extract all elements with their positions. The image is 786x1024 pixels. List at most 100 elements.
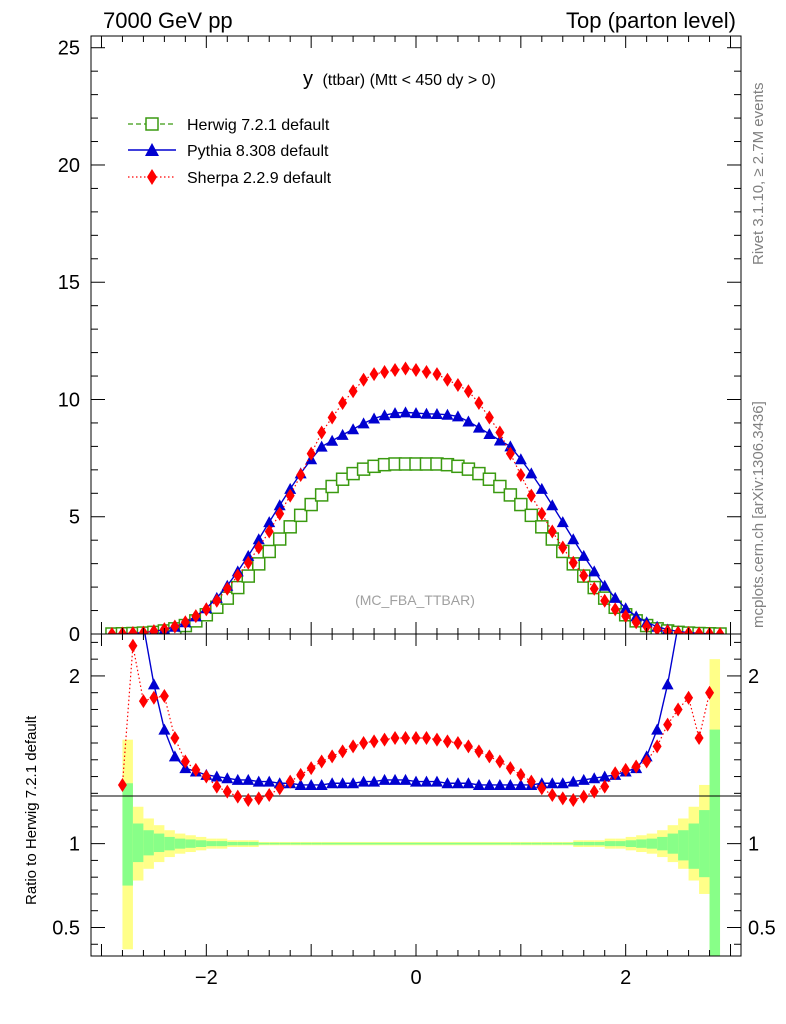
sherpa-ratio-marker bbox=[275, 781, 285, 796]
sherpa-main-marker bbox=[474, 396, 484, 411]
sherpa-ratio-marker bbox=[222, 784, 232, 799]
sherpa-main-marker bbox=[317, 425, 327, 440]
sherpa-main-marker bbox=[327, 410, 337, 425]
sherpa-main-marker bbox=[600, 593, 610, 608]
sherpa-main-marker bbox=[107, 627, 117, 634]
sherpa-ratio-marker bbox=[180, 754, 190, 769]
sherpa-ratio-marker bbox=[558, 791, 568, 806]
sherpa-ratio-marker bbox=[495, 754, 505, 769]
pythia-ratio-marker bbox=[651, 723, 664, 735]
band-green-bin bbox=[709, 729, 721, 956]
band-green-bin bbox=[258, 842, 270, 845]
sherpa-main-marker bbox=[421, 365, 431, 380]
pythia-main-marker bbox=[347, 423, 360, 435]
sherpa-main-marker bbox=[610, 602, 620, 617]
pythia-ratio-marker bbox=[315, 778, 328, 790]
sherpa-ratio-marker bbox=[526, 774, 536, 789]
pythia-main-marker bbox=[430, 408, 443, 420]
sherpa-ratio-marker bbox=[673, 702, 683, 717]
y-tick-label: 20 bbox=[58, 155, 80, 177]
sherpa-ratio-marker bbox=[201, 769, 211, 784]
sherpa-ratio-marker bbox=[568, 793, 578, 808]
pythia-ratio-marker bbox=[263, 775, 276, 787]
sherpa-main-marker bbox=[380, 365, 390, 380]
sherpa-main-marker bbox=[390, 362, 400, 377]
pythia-main-marker bbox=[326, 434, 339, 446]
herwig-main-marker bbox=[241, 569, 256, 583]
sherpa-main-marker bbox=[222, 581, 232, 596]
herwig-main-marker bbox=[503, 488, 518, 502]
sherpa-ratio-marker bbox=[159, 689, 169, 704]
pythia-ratio-marker bbox=[693, 569, 705, 580]
band-green-bin bbox=[143, 830, 154, 856]
band-green-bin bbox=[615, 841, 626, 847]
sherpa-main-marker bbox=[516, 468, 526, 483]
sherpa-ratio-marker bbox=[589, 784, 599, 799]
pythia-main-marker bbox=[252, 533, 265, 545]
pythia-main-marker bbox=[472, 421, 485, 433]
sherpa-main-marker bbox=[631, 615, 641, 630]
sherpa-main-marker bbox=[495, 425, 505, 440]
sherpa-main-marker bbox=[264, 524, 274, 539]
axis-ticks bbox=[91, 36, 741, 956]
pythia-main-marker bbox=[451, 410, 464, 422]
band-green-bin bbox=[279, 842, 291, 845]
sherpa-ratio-marker bbox=[484, 749, 494, 764]
sherpa-ratio-marker bbox=[442, 734, 452, 749]
sherpa-ratio-marker bbox=[694, 730, 704, 745]
pythia-ratio-marker bbox=[567, 775, 580, 787]
pythia-ratio-marker bbox=[451, 777, 464, 789]
band-green-bin bbox=[206, 841, 217, 847]
sherpa-main-marker bbox=[128, 626, 138, 634]
ratio-uncertainty-bands bbox=[122, 659, 721, 956]
sherpa-ratio-marker bbox=[191, 762, 201, 777]
header-right: Top (parton level) bbox=[566, 8, 736, 33]
sherpa-main-marker bbox=[505, 446, 515, 461]
rivet-label: Rivet 3.1.10, ≥ 2.7M events bbox=[750, 83, 767, 266]
pythia-ratio-marker bbox=[514, 778, 527, 790]
pythia-main-marker bbox=[462, 415, 475, 427]
pythia-ratio-marker bbox=[347, 777, 360, 789]
sherpa-ratio-marker bbox=[684, 690, 694, 705]
herwig-main-marker bbox=[283, 520, 297, 534]
pythia-ratio-marker bbox=[378, 773, 391, 785]
sherpa-main-marker bbox=[285, 488, 295, 503]
band-green-bin bbox=[646, 838, 658, 849]
band-green-bin bbox=[269, 842, 280, 845]
band-green-bin bbox=[300, 842, 312, 845]
sherpa-ratio-marker bbox=[369, 734, 379, 749]
sherpa-ratio-marker bbox=[348, 739, 358, 754]
plot-title-main: y bbox=[303, 68, 313, 90]
sherpa-ratio-marker bbox=[170, 730, 180, 745]
sherpa-ratio-marker bbox=[453, 736, 463, 751]
sherpa-main-marker bbox=[652, 622, 662, 634]
pythia-ratio-marker bbox=[546, 777, 559, 789]
band-green-bin bbox=[573, 841, 584, 846]
sherpa-main-marker bbox=[149, 624, 159, 634]
pythia-ratio-marker bbox=[242, 773, 255, 785]
sherpa-ratio-marker bbox=[317, 754, 327, 769]
pythia-ratio-marker bbox=[305, 778, 318, 790]
ratio-ylabel: Ratio to Herwig 7.2.1 default bbox=[23, 715, 40, 905]
band-green-bin bbox=[227, 841, 238, 846]
sherpa-main-marker bbox=[579, 568, 589, 583]
sherpa-ratio-marker bbox=[579, 789, 589, 804]
sherpa-ratio-marker bbox=[547, 788, 557, 802]
legend-herwig-marker bbox=[145, 117, 159, 131]
pythia-ratio-marker bbox=[462, 777, 475, 789]
pythia-ratio-marker bbox=[556, 777, 569, 789]
sherpa-main-marker bbox=[568, 555, 578, 570]
sherpa-main-marker bbox=[401, 361, 411, 376]
y-tick-label: 1 bbox=[69, 834, 80, 856]
sherpa-main-line bbox=[111, 367, 721, 634]
pythia-main-marker bbox=[410, 407, 422, 419]
band-green-bin bbox=[290, 842, 301, 845]
band-green-bin bbox=[562, 842, 574, 845]
pythia-ratio-marker bbox=[598, 770, 611, 782]
pythia-main-marker bbox=[357, 417, 370, 429]
pythia-ratio-marker bbox=[336, 777, 349, 789]
band-green-bin bbox=[321, 842, 511, 845]
sherpa-main-marker bbox=[254, 540, 264, 555]
sherpa-ratio-marker bbox=[663, 717, 673, 732]
